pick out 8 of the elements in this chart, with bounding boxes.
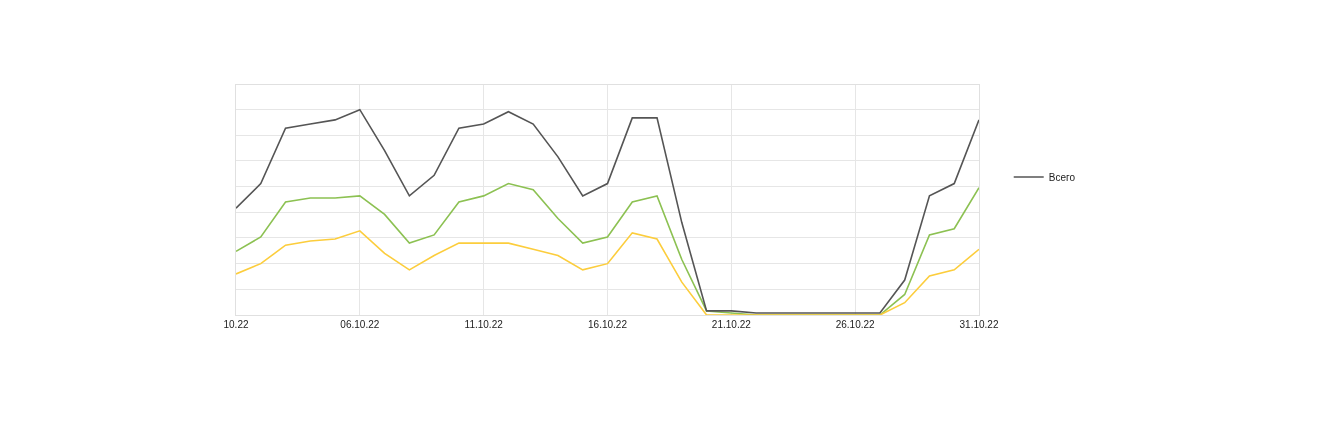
x-tick-label: 31.10.22 [959,319,999,330]
x-tick-label: 11.10.22 [464,319,504,330]
x-tick-label: 21.10.22 [711,319,752,330]
x-tick-label: 06.10.22 [340,319,380,330]
x-tick-label: 16.10.22 [588,319,628,330]
x-tick-label: 26.10.22 [835,319,876,330]
x-tick-label: 10.22 [223,319,249,330]
legend-label: Всего [1048,171,1076,183]
